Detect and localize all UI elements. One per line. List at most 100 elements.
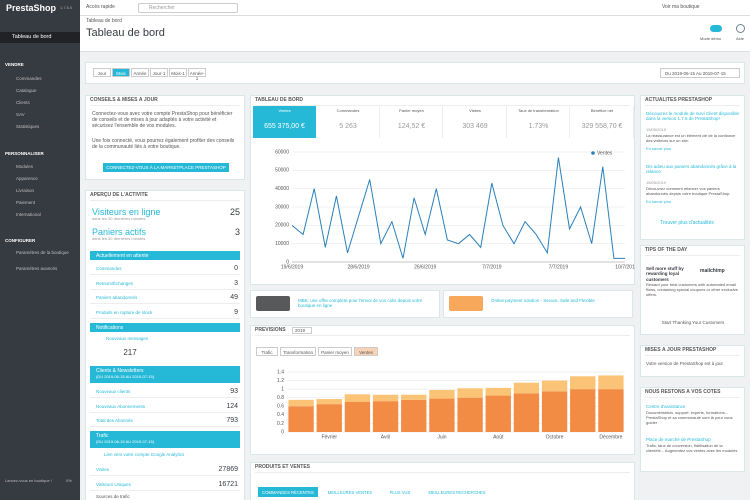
- tips-button[interactable]: CONNECTEZ-VOUS À LA MARKETPLACE PRESTASH…: [103, 163, 229, 172]
- help-icon[interactable]: [736, 24, 745, 33]
- row-label[interactable]: Nouveaux messages: [106, 336, 149, 341]
- kpi-cell[interactable]: [380, 106, 443, 138]
- section-header: Actuellement en attente: [90, 251, 240, 260]
- bar-segment: [344, 402, 371, 432]
- product-tab[interactable]: MEILLEURES RECHERCHES: [428, 490, 486, 495]
- row-label[interactable]: Visiteurs Uniques: [96, 482, 131, 487]
- menu-item[interactable]: Paramètres avancés: [16, 266, 58, 271]
- row-line: [90, 317, 240, 319]
- row-label[interactable]: Total des Abonnés: [96, 418, 133, 423]
- ad-text[interactable]: Online payment solution - Secure, Safe a…: [491, 298, 595, 303]
- bar-segment: [485, 395, 511, 432]
- product-tab[interactable]: MEILLEURES VENTES: [327, 490, 373, 495]
- toolbar: [85, 62, 745, 84]
- y-tick-label: 0.4: [277, 412, 284, 418]
- version: 1.7.6.0: [60, 5, 73, 10]
- menu-item[interactable]: Catalogue: [16, 88, 37, 93]
- news-more[interactable]: En savoir plus: [646, 199, 672, 204]
- menu-item[interactable]: Commandes: [16, 76, 42, 81]
- menu-item[interactable]: Modules: [16, 164, 34, 169]
- support-title[interactable]: Place de marché de PrestaShop: [646, 437, 711, 442]
- series-line: [291, 157, 625, 259]
- menu-item[interactable]: International: [16, 212, 41, 217]
- kpi-value: 329 558,70 €: [581, 123, 623, 130]
- demo-toggle[interactable]: [710, 25, 722, 32]
- kpi-cell[interactable]: [253, 106, 316, 138]
- news-headline[interactable]: Dis adieu aux paniers abandonnés grâce à…: [646, 164, 737, 175]
- y-tick-label: 10000: [275, 241, 289, 247]
- kpi-cell[interactable]: [316, 106, 380, 138]
- kpi-cell[interactable]: [443, 106, 507, 138]
- period-button[interactable]: Mois: [112, 68, 130, 77]
- view-shop[interactable]: Voir ma boutique: [662, 4, 700, 10]
- logo: PrestaShop: [6, 3, 57, 13]
- y-tick-label: 0.6: [277, 404, 284, 410]
- kpi-label: Bénéfice net: [590, 108, 614, 113]
- menu-item[interactable]: Paiement: [16, 200, 36, 205]
- ga-link[interactable]: Lien vers votre compte Google Analytics: [104, 452, 185, 457]
- x-tick-label: Octobre: [546, 434, 564, 440]
- kpi-value: 25: [229, 207, 240, 217]
- menu-item[interactable]: Livraison: [16, 188, 35, 193]
- period-button[interactable]: Année: [131, 68, 149, 77]
- breadcrumb: Tableau de bord: [86, 18, 122, 24]
- ad-text[interactable]: MBE: une offre complète pour l'envoi de …: [298, 298, 423, 309]
- product-tab[interactable]: PLUS VUS: [389, 490, 411, 495]
- row-value: 793: [226, 417, 238, 424]
- search[interactable]: Rechercher: [138, 3, 238, 13]
- section-period: (DU 2019-06-15 AU 2019-07-15): [96, 374, 155, 379]
- period-button[interactable]: Année-1: [188, 68, 206, 81]
- menu-item[interactable]: Clients: [16, 100, 30, 105]
- menu-item[interactable]: Paramètres de la boutique: [16, 250, 69, 255]
- forecast-button[interactable]: Ventes: [354, 347, 378, 356]
- kpi-label: Visites: [469, 108, 481, 113]
- y-tick-label: 40000: [275, 186, 289, 192]
- chart: 0 10000 20000 30000 40000 50000 60000 19/6/2019…: [275, 149, 635, 270]
- row-label[interactable]: Commandes: [96, 266, 122, 271]
- tip-text: Reward your best customers with automate…: [646, 282, 738, 297]
- y-tick-label: 0.8: [277, 395, 284, 401]
- row-label[interactable]: Nouveaux clients: [96, 389, 131, 394]
- quick-access[interactable]: Accès rapide: [86, 4, 115, 10]
- demo-label: Mode démo: [700, 36, 722, 41]
- menu-item[interactable]: Statistiques: [16, 124, 40, 129]
- menu-active[interactable]: Tableau de bord: [0, 32, 80, 43]
- tip-button[interactable]: Start Thanking Your Customers: [661, 320, 725, 325]
- year-select[interactable]: 2019: [292, 327, 312, 334]
- period-button[interactable]: Mois-1: [169, 68, 187, 77]
- row-label[interactable]: Retours/Échanges: [96, 280, 134, 286]
- section-header: Clients & Newsletters: [90, 366, 240, 383]
- date-range[interactable]: Du 2019-06-15 Au 2019-07-15: [660, 68, 740, 78]
- forecast-button[interactable]: Trafic: [256, 347, 278, 356]
- period-button[interactable]: Jour: [93, 68, 111, 77]
- menu-item[interactable]: SAV: [16, 112, 25, 117]
- y-tick-label: 1.2: [277, 378, 284, 384]
- bar-segment: [401, 399, 427, 432]
- news-headline[interactable]: Découvrez le module de suivi Client disp…: [646, 111, 740, 122]
- bar-segment: [457, 388, 483, 398]
- product-tab[interactable]: COMMANDES RÉCENTES: [258, 487, 318, 497]
- row-label[interactable]: Visites: [96, 467, 110, 472]
- forecast-button[interactable]: Panier moyen: [318, 347, 352, 356]
- news-more[interactable]: En savoir plus: [646, 146, 672, 151]
- sidebar-footer: Lancez-vous en boutique !: [5, 478, 52, 483]
- support-title[interactable]: Centre d'assistance: [646, 404, 686, 409]
- menu-item[interactable]: Apparence: [16, 176, 38, 181]
- row-label[interactable]: Nouveaux Abonnements: [96, 403, 146, 409]
- panel-title: ACTUALITÉS PRESTASHOP: [645, 97, 740, 106]
- period-button[interactable]: Jour-1: [150, 68, 168, 77]
- x-tick-label: 28/6/2019: [347, 264, 369, 270]
- menu-section: VENDRE: [5, 62, 24, 67]
- kpi-cell[interactable]: [570, 106, 634, 138]
- row-label[interactable]: Paniers abandonnés: [96, 295, 138, 300]
- row-label[interactable]: Produits en rupture de stock: [96, 309, 153, 315]
- row-value: 124: [226, 402, 238, 410]
- kpi-cell[interactable]: [507, 106, 570, 138]
- sidebar: [0, 0, 80, 500]
- menu-section: CONFIGURER: [5, 238, 36, 243]
- bar-segment: [541, 391, 568, 432]
- y-tick-label: 50000: [275, 168, 289, 174]
- forecast-button[interactable]: Transformation: [280, 347, 316, 356]
- news-link[interactable]: Trouver plus d'actualités: [660, 220, 714, 226]
- bar-segment: [541, 380, 568, 392]
